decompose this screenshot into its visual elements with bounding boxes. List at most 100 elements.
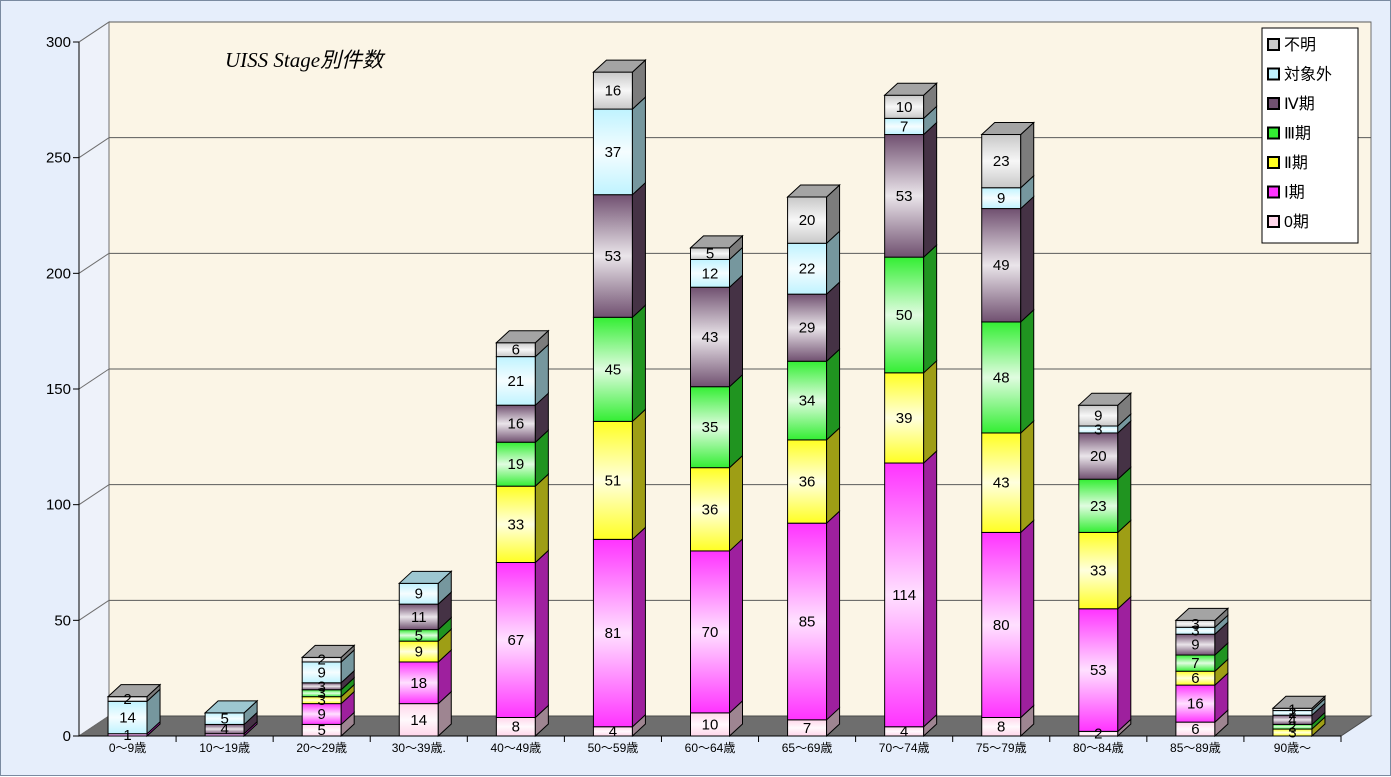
- y-tick-label: 0: [63, 728, 71, 745]
- data-label: 14: [119, 709, 136, 726]
- data-label: 16: [1187, 696, 1204, 713]
- data-label: 8: [512, 719, 520, 736]
- bar-segment: [787, 293, 828, 362]
- gridline-side: [78, 484, 110, 506]
- data-label: 35: [702, 419, 719, 436]
- bar-segment: [398, 703, 439, 737]
- bar-segment-side: [534, 549, 549, 719]
- bar-segment: [592, 194, 633, 318]
- data-label: 4: [609, 723, 617, 740]
- data-label: 1: [123, 727, 131, 744]
- legend-label: Ⅱ期: [1284, 154, 1308, 172]
- data-label: 9: [318, 664, 326, 681]
- legend-item: 対象外: [1267, 66, 1332, 84]
- data-label: 6: [512, 342, 520, 359]
- legend-label: 不明: [1284, 37, 1316, 54]
- x-tick-label: 60～64歳: [685, 741, 736, 755]
- x-tick-label: 80～84歳: [1073, 741, 1124, 755]
- bar-top: [106, 684, 162, 698]
- data-label: 2: [123, 691, 131, 708]
- data-label: 11: [411, 609, 427, 626]
- data-label: 5: [220, 711, 228, 728]
- bar-segment-side: [826, 426, 841, 525]
- data-label: 5: [318, 722, 326, 739]
- legend-swatch: [1267, 156, 1280, 169]
- legend-item: Ⅲ期: [1267, 125, 1311, 143]
- bar-top: [495, 330, 550, 344]
- bar-segment: [495, 562, 536, 718]
- gridline-side: [78, 137, 110, 159]
- data-label: 18: [410, 675, 427, 692]
- legend-label: Ⅳ期: [1284, 95, 1315, 113]
- data-label: 51: [605, 472, 622, 489]
- data-label: 7: [900, 118, 908, 135]
- data-label: 10: [896, 99, 913, 116]
- data-label: 4: [1288, 712, 1296, 729]
- bar-segment: [1078, 608, 1119, 732]
- y-tick-label: 300: [46, 34, 71, 51]
- bar-segment-side: [631, 526, 646, 728]
- data-label: 3: [1288, 725, 1296, 742]
- data-label: 9: [997, 190, 1005, 207]
- bar-segment-side: [923, 449, 938, 728]
- data-label: 6: [1191, 670, 1199, 687]
- data-label: 23: [993, 153, 1010, 170]
- data-label: 114: [892, 587, 916, 604]
- x-tick-label: 0～9歳: [109, 741, 146, 755]
- bar-segment-side: [631, 181, 646, 319]
- bar-segment: [495, 404, 536, 443]
- data-label: 9: [415, 644, 423, 661]
- data-label: 50: [896, 307, 913, 324]
- gridline-side: [78, 599, 110, 621]
- data-label: 53: [896, 188, 913, 205]
- data-label: 14: [410, 712, 427, 729]
- legend-swatch: [1267, 126, 1280, 140]
- bar-stack: 8 67 33 19 16 21 6: [495, 329, 550, 738]
- data-label: 37: [605, 144, 622, 161]
- data-label: 9: [1094, 408, 1102, 425]
- bar-segment: [690, 550, 730, 714]
- bar-top: [592, 59, 647, 73]
- data-label: 2: [318, 652, 326, 669]
- gridline-side: [78, 715, 110, 737]
- y-axis: 0 50 100 150 200 250 300: [46, 34, 80, 745]
- bar-top: [786, 184, 841, 198]
- data-label: 67: [508, 632, 525, 649]
- bar-segment-side: [923, 121, 938, 259]
- x-tick-label: 20～29歳: [296, 741, 347, 755]
- y-tick-label: 200: [46, 265, 71, 282]
- bar-segment: [690, 386, 730, 469]
- data-label: 36: [702, 501, 719, 518]
- data-label: 7: [803, 720, 811, 737]
- x-tick-label: 90歳～: [1274, 741, 1311, 755]
- bar-segment: [1078, 478, 1119, 533]
- bar-segment: [690, 286, 730, 388]
- bar-top: [397, 570, 453, 584]
- x-tick-label: 65～69歳: [782, 741, 833, 755]
- x-tick-label: 50～59歳: [588, 741, 639, 755]
- gridline-side: [78, 368, 110, 390]
- data-label: 16: [605, 83, 622, 100]
- data-label: 70: [702, 624, 719, 641]
- bar-segment-side: [534, 473, 549, 564]
- bar-segment-side: [1020, 308, 1035, 435]
- data-label: 34: [799, 393, 816, 410]
- bar-top: [1077, 392, 1133, 406]
- legend-swatch: [1267, 67, 1280, 81]
- bar-segment-side: [631, 95, 646, 196]
- x-tick-label: 40～49歳: [490, 741, 541, 755]
- bar-segment-side: [826, 348, 841, 442]
- legend-swatch: [1267, 38, 1280, 51]
- legend-label: 0期: [1284, 213, 1309, 231]
- bar-segment: [884, 256, 925, 374]
- legend-item: 不明: [1267, 37, 1316, 54]
- bar-stack: 4 81 51 45 53 37 16: [592, 58, 647, 740]
- legend-item: 0期: [1267, 213, 1309, 231]
- y-tick-label: 150: [46, 381, 71, 398]
- data-label: 16: [508, 416, 525, 433]
